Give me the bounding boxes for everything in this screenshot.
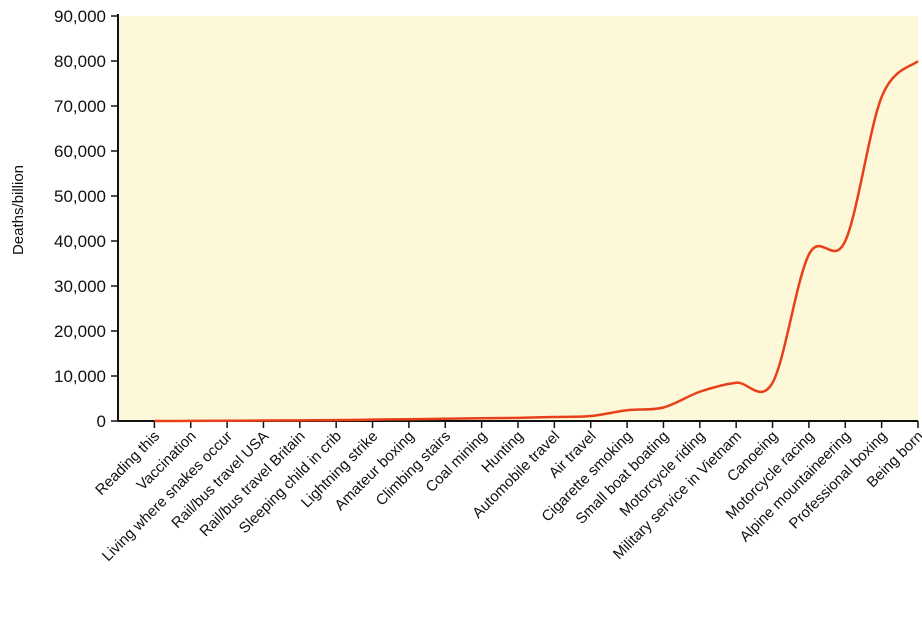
y-axis-title: Deaths/billion	[10, 165, 27, 255]
y-tick-label: 50,000	[54, 187, 106, 206]
y-tick-label: 0	[97, 412, 106, 431]
y-tick-label: 90,000	[54, 7, 106, 26]
y-tick-label: 70,000	[54, 97, 106, 116]
y-tick-label: 10,000	[54, 367, 106, 386]
y-tick-label: 80,000	[54, 52, 106, 71]
y-tick-label: 20,000	[54, 322, 106, 341]
y-axis-ticks: 0 10,000 20,000 30,000 40,000 50,000 60,000 70,…	[54, 7, 118, 431]
series-line	[154, 60, 919, 423]
y-tick-label: 60,000	[54, 142, 106, 161]
y-tick-label: 30,000	[54, 277, 106, 296]
y-tick-label: 40,000	[54, 232, 106, 251]
plot-area	[118, 16, 918, 421]
